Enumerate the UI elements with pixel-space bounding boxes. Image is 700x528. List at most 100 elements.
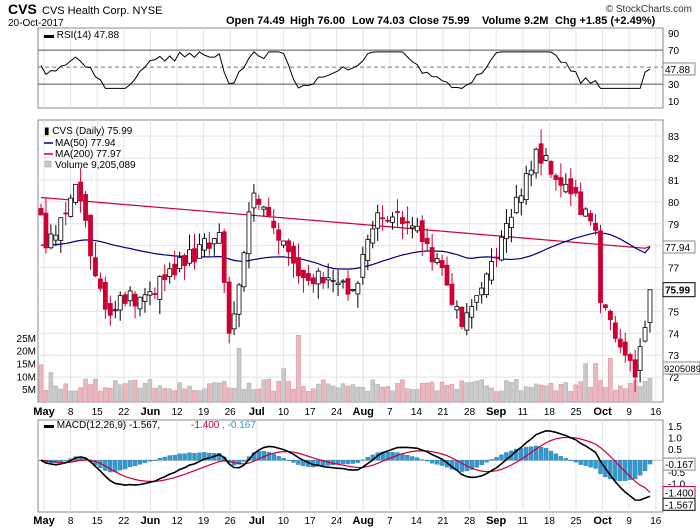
x-tick-label: Jun	[141, 406, 161, 418]
candle-body	[291, 245, 296, 264]
volume-bar	[281, 368, 286, 403]
high-label: High 76.00	[290, 15, 345, 27]
macd-histogram-bar	[58, 460, 64, 462]
candle-body	[107, 303, 113, 316]
open-label: Open 74.49	[226, 15, 285, 27]
candle-body	[286, 240, 291, 253]
volume-bar	[533, 383, 539, 403]
macd-histogram-bar	[147, 460, 153, 462]
macd-x-tick-label: Jul	[249, 515, 265, 527]
volume-bar	[608, 358, 613, 403]
x-tick-label: May	[33, 406, 55, 418]
macd-tick-label: -0.5	[668, 468, 686, 479]
macd-x-tick-label: 12	[171, 516, 183, 527]
volume-tick-label: 5M	[22, 385, 36, 396]
rsi-tick-label: 90	[668, 29, 680, 40]
macd-x-tick-label: 21	[437, 516, 449, 527]
volume-bar	[543, 385, 549, 403]
volume-bar	[231, 387, 237, 403]
macd-histogram-bar	[380, 451, 385, 461]
candle-body	[315, 270, 321, 285]
macd-histogram-bar	[167, 455, 172, 461]
volume-bar	[316, 383, 321, 403]
price-tick-label: 72	[668, 373, 680, 384]
macd-signal-badge: -1.400	[665, 488, 694, 499]
volume-bar	[479, 379, 484, 403]
candle-body	[241, 252, 247, 288]
volume-bar	[157, 385, 163, 403]
macd-histogram-bar	[484, 460, 489, 463]
candle-body	[330, 279, 336, 282]
macd-histogram-bar	[627, 460, 633, 480]
macd-histogram-bar	[479, 460, 484, 466]
volume-bar	[548, 383, 554, 403]
candle-body	[380, 217, 386, 220]
macd-histogram-bar	[543, 448, 549, 461]
candle-body	[439, 260, 445, 269]
candle-body	[370, 228, 376, 244]
candle-body	[325, 277, 331, 281]
macd-histogram-bar	[236, 460, 242, 465]
volume-bar	[207, 383, 212, 403]
volume-bar	[439, 381, 445, 403]
macd-histogram-bar	[157, 457, 163, 461]
macd-histogram-bar	[172, 454, 177, 461]
candle-body	[518, 195, 524, 203]
candle-body	[197, 244, 202, 259]
candle-body	[499, 236, 504, 261]
price-tick-label: 79	[668, 220, 680, 231]
volume-bar	[122, 383, 128, 403]
candle-body	[533, 148, 539, 174]
macd-histogram-bar	[405, 455, 410, 461]
volume-bar	[504, 380, 509, 403]
macd-histogram-bar	[142, 460, 148, 463]
volume-bar	[271, 390, 276, 403]
candle-body	[409, 225, 415, 229]
volume-bar	[618, 385, 623, 403]
macd-histogram-bar	[647, 460, 653, 465]
volume-bar	[98, 390, 103, 403]
macd-histogram-bar	[538, 447, 544, 461]
macd-histogram-bar	[177, 453, 182, 461]
candle-body	[548, 161, 554, 175]
price-tick-label: 81	[668, 176, 680, 187]
volume-bar	[494, 391, 499, 403]
volume-bar	[335, 387, 341, 403]
volume-bar	[137, 387, 143, 403]
ma50-line	[40, 232, 651, 270]
candle-body	[98, 278, 103, 289]
macd-histogram-bar	[439, 460, 445, 466]
volume-bar	[603, 387, 608, 403]
volume-bar	[83, 378, 88, 403]
macd-histogram-bar	[127, 460, 133, 467]
candle-body	[479, 287, 485, 296]
candle-body	[583, 208, 589, 217]
volume-bar	[637, 386, 643, 403]
candle-body	[464, 312, 470, 331]
volume-bar	[340, 383, 346, 403]
candle-body	[320, 277, 326, 284]
volume-bar	[380, 386, 385, 403]
volume-bar	[236, 347, 242, 403]
candle-body	[251, 192, 257, 209]
volume-bar	[647, 378, 653, 403]
macd-histogram-bar	[573, 460, 578, 463]
macd-histogram-bar	[276, 456, 281, 461]
candle-body	[53, 234, 59, 241]
macd-x-tick-label: 15	[92, 516, 104, 527]
ma-badge: 77.94	[665, 243, 690, 254]
volume-badge-box	[662, 361, 700, 375]
x-tick-label: 22	[118, 407, 130, 418]
volume-bar	[588, 387, 593, 403]
volume-bar	[132, 379, 138, 403]
volume-bar	[365, 390, 371, 403]
price-tick-label: 83	[668, 132, 680, 143]
macd-x-tick-label: 7	[387, 516, 393, 527]
volume-bar	[523, 386, 529, 403]
candle-body	[152, 293, 158, 295]
candle-body	[78, 181, 84, 201]
rsi-tick-label: 70	[668, 46, 680, 57]
company-label: CVS Health Corp. NYSE	[42, 5, 162, 17]
candle-body	[390, 216, 395, 223]
candle-body	[553, 175, 559, 180]
